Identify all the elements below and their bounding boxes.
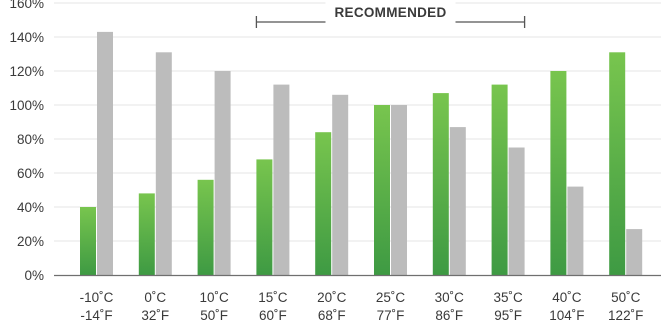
recommended-annotation: RECOMMENDED [255, 0, 526, 28]
x-tick-label-celsius: 0˚C [144, 290, 166, 305]
bar-gray [97, 31, 113, 276]
bar-gray [214, 71, 231, 275]
y-tick-label: 160% [9, 0, 44, 11]
y-tick-label: 20% [17, 234, 44, 249]
y-tick-label: 40% [17, 200, 44, 215]
bar-gray [508, 147, 525, 275]
x-tick-label-fahrenheit: -14˚F [80, 308, 112, 323]
bar-green [197, 179, 214, 275]
bar-gray [391, 105, 407, 275]
gridlines [54, 2, 661, 242]
bar-green [256, 159, 273, 275]
x-tick-label-fahrenheit: 68˚F [318, 308, 346, 323]
x-tick-label-celsius: 35˚C [493, 290, 523, 305]
x-tick-label-celsius: -10˚C [80, 290, 114, 305]
bar-gray [273, 84, 290, 275]
bar-gray [449, 127, 466, 275]
y-tick-label: 0% [24, 268, 44, 283]
x-tick-label-celsius: 10˚C [199, 290, 229, 305]
x-tick-label-fahrenheit: 104˚F [549, 308, 584, 323]
x-tick-label-fahrenheit: 86˚F [435, 308, 463, 323]
bar-gray [332, 94, 349, 275]
recommended-label-background [325, 0, 456, 24]
bar-green [138, 193, 155, 275]
y-tick-label: 60% [17, 166, 44, 181]
y-tick-label: 120% [9, 64, 44, 79]
bar-green [491, 84, 508, 275]
x-tick-label-fahrenheit: 122˚F [608, 308, 643, 323]
x-tick-label-fahrenheit: 95˚F [494, 308, 522, 323]
y-tick-label: 100% [9, 98, 44, 113]
x-tick-label-fahrenheit: 77˚F [377, 308, 405, 323]
x-tick-label-celsius: 15˚C [258, 290, 288, 305]
x-tick-label-fahrenheit: 32˚F [141, 308, 169, 323]
bar-gray [626, 229, 643, 275]
bar-green [609, 52, 626, 275]
bar-gray [155, 52, 172, 275]
x-axis-labels: -10˚C -14˚F 0˚C 32˚F 10˚C 50˚F 15˚C 60˚F 20˚C 68˚… [80, 290, 644, 323]
recommended-label: RECOMMENDED [334, 5, 446, 20]
x-tick-label-celsius: 30˚C [435, 290, 465, 305]
bar-green [550, 71, 567, 275]
y-tick-label: 80% [17, 132, 44, 147]
x-tick-label-celsius: 50˚C [611, 290, 641, 305]
bar-green [315, 132, 332, 275]
y-axis-ticks: 0% 20% 40% 60% 80% 100% 120% 140% 160% [9, 0, 44, 283]
x-tick-label-celsius: 40˚C [552, 290, 582, 305]
bars [80, 31, 643, 276]
bar-green [374, 105, 390, 275]
bar-gray [567, 186, 584, 275]
y-tick-label: 140% [9, 30, 44, 45]
x-tick-label-fahrenheit: 60˚F [259, 308, 287, 323]
x-tick-label-fahrenheit: 50˚F [200, 308, 228, 323]
x-tick-label-celsius: 20˚C [317, 290, 347, 305]
bar-green [432, 93, 449, 275]
bar-green [80, 207, 96, 275]
x-tick-label-celsius: 25˚C [376, 290, 406, 305]
